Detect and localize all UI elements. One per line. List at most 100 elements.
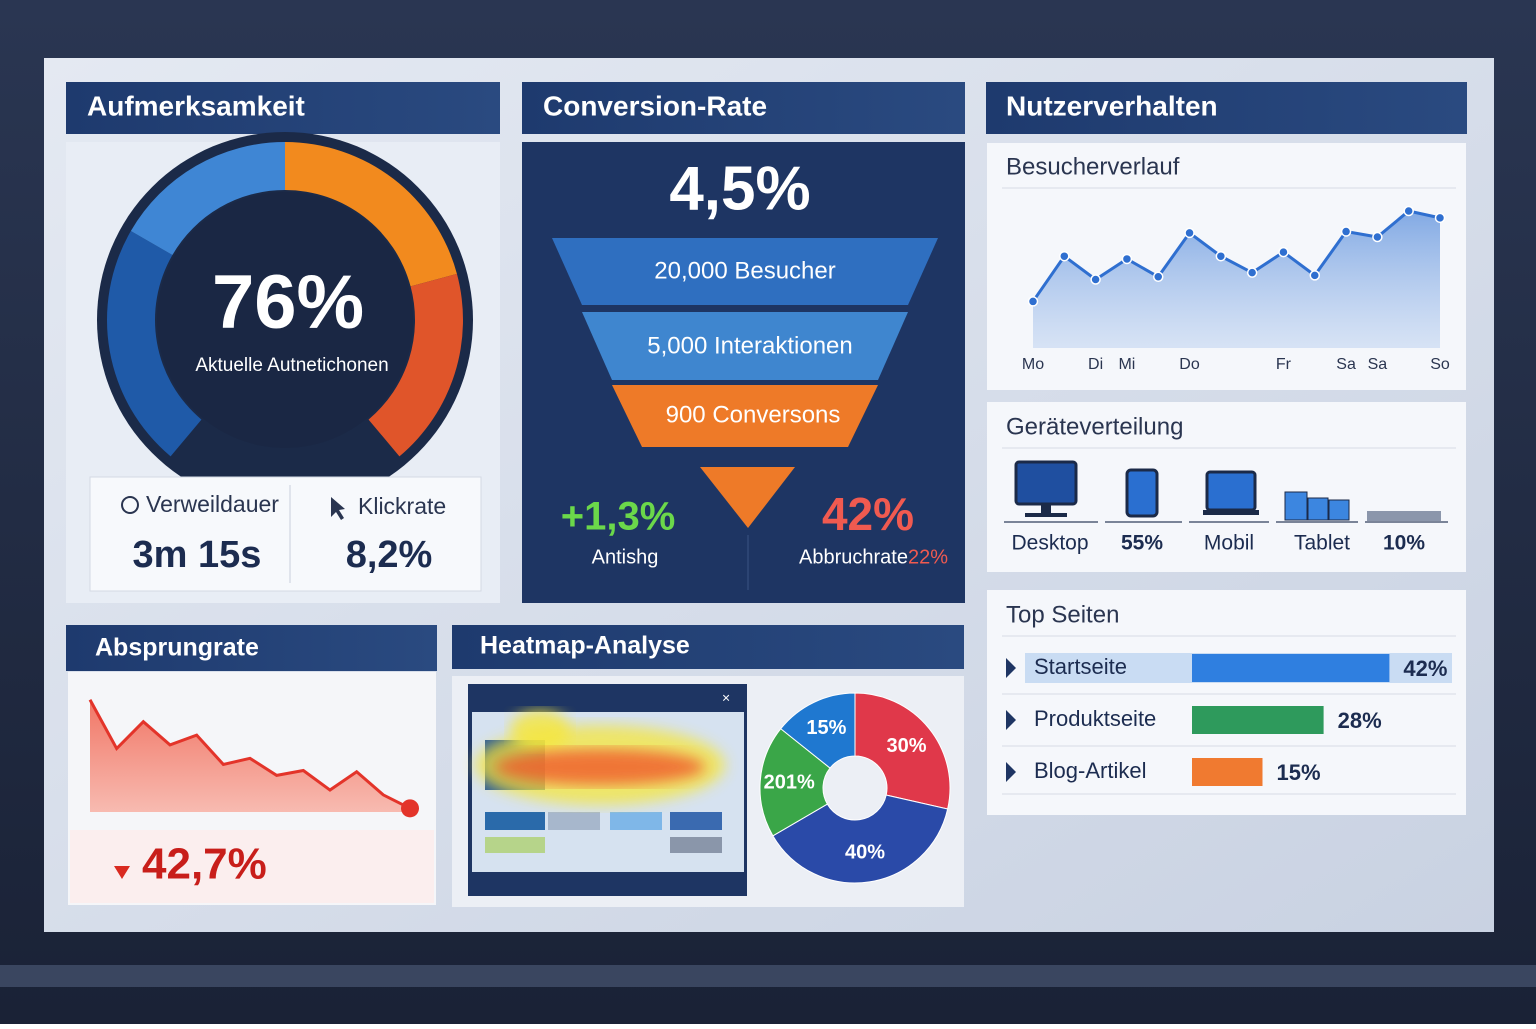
x-tick-label: So [1430,356,1450,373]
device-share: 55% [1121,532,1163,555]
gauge-segment [107,231,202,457]
x-tick-label: Sa [1336,356,1356,373]
abort-extra: 22% [908,546,948,568]
header [986,82,1467,134]
panel-title: Heatmap-Analyse [480,632,690,660]
device-share: 10% [1383,532,1425,555]
row-marker [1006,762,1016,782]
x-tick-label: Sa [1368,356,1388,373]
bar-label: 15% [1277,760,1321,785]
gauge-value: 76% [212,260,364,345]
panel-title: Absprungrate [95,634,259,662]
content-block [670,812,722,830]
content-block [485,837,545,853]
gauge [97,132,473,508]
card-title: Geräteverteilung [1006,413,1183,440]
funnel-stage [582,312,908,380]
line-chart: Mo Di Mi Do Fr Sa Sa So [1022,205,1450,373]
bar [1192,654,1390,682]
mobile-icon [1203,510,1259,515]
line-point [1184,227,1195,239]
content-block [670,837,722,853]
line [88,699,411,810]
heatmap-window: × [468,684,747,896]
bar [1192,706,1324,734]
area-chart [88,699,419,818]
end-point [401,799,419,818]
pie-slice [780,692,856,769]
stat-value: 8,2% [346,534,433,576]
stats-box [89,476,482,592]
content-block [485,812,545,830]
device-label: Mobil [1204,532,1254,555]
pie-label: 40% [845,842,885,864]
line-point [1340,226,1352,237]
content-block [548,812,600,830]
x-tick-label: Mo [1022,356,1044,373]
stat-label: Klickrate [358,493,446,519]
pie-label: 30% [887,735,927,757]
pie-slice [759,728,831,837]
gauge-segment [368,273,463,457]
gauge-caption: Aktuelle Autnetichonen [195,355,388,376]
cursor-icon [331,497,345,520]
tablet-icon [1328,499,1350,521]
x-tick-label: Mi [1118,356,1135,373]
abort-label: Abbruchrate [799,546,908,568]
other-icon [1367,511,1441,521]
row-marker [1006,710,1016,730]
device-icons [1004,460,1448,523]
heat-blob [510,710,570,750]
x-tick-label: Do [1179,356,1200,373]
desktop-icon [1025,513,1067,517]
line-point [1121,253,1133,265]
row-marker [1006,658,1016,678]
clock-icon [121,496,139,514]
mobile-icon [1205,470,1257,512]
line-point [1059,250,1070,262]
header [66,625,437,671]
panel-title: Aufmerksamkeit [87,90,305,121]
pie-label: 15% [806,717,846,739]
funnel-label: 5,000 Interaktionen [647,332,853,359]
heat-blob [495,749,705,785]
desktop-icon [1041,504,1051,514]
bar-label: 28% [1338,708,1382,733]
bounce-value: 42,7% [142,840,267,889]
line-point [1152,271,1164,283]
device-label: Desktop [1011,532,1088,555]
line-point [1027,296,1039,307]
funnel-label: 20,000 Besucher [654,257,835,284]
bottom-strip [0,965,1536,987]
card-title: Besucherverlauf [1006,153,1180,180]
area [90,699,410,812]
tablet-icon [1284,491,1308,521]
line-point [1403,205,1414,217]
line-point [1309,270,1321,281]
bar-label: 42% [1403,656,1447,681]
gauge-segment [130,142,285,255]
line-point [1246,267,1258,278]
header [452,625,964,669]
funnel-stage [612,385,878,447]
line-point [1278,246,1289,258]
phone-icon [1125,468,1159,518]
window-close: × [722,690,730,706]
line [1031,209,1441,303]
bar [1192,758,1263,786]
abort-rate: 42% [822,488,914,540]
x-tick-label: Fr [1276,356,1292,373]
gauge-segment [285,142,457,287]
content-block [610,812,662,830]
page-label: Startseite [1034,654,1127,679]
line-point [1090,274,1101,285]
panel-title: Nutzerverhalten [1006,90,1218,121]
line-point [1372,231,1383,243]
funnel-label: 900 Conversons [666,401,841,428]
value-box [70,830,434,903]
bar-chart: Startseite 42% Produktseite 28% Blog-Artikel… [1002,654,1456,795]
pie-label: 201% [764,771,815,793]
funnel-stage [552,238,938,305]
line-area [1033,211,1440,348]
